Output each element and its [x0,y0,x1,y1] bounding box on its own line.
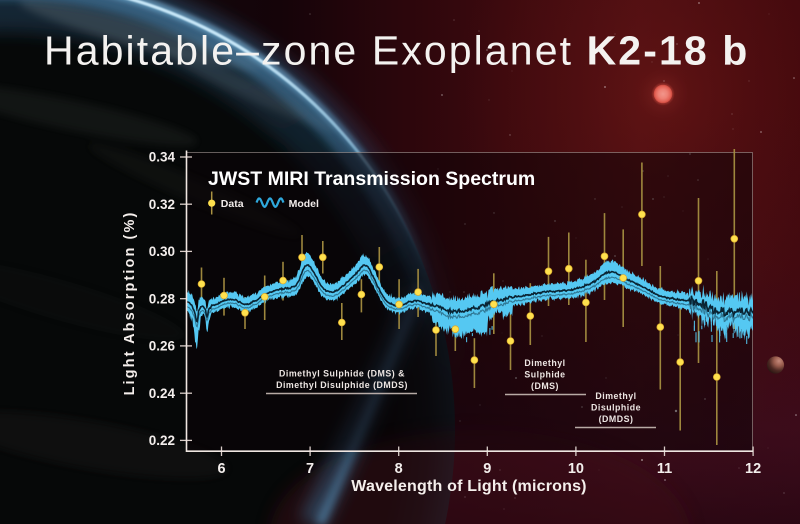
svg-text:Data: Data [221,198,244,210]
svg-text:Model: Model [289,198,319,210]
svg-text:7: 7 [306,461,314,477]
svg-text:(DMDS): (DMDS) [599,414,634,424]
svg-text:Light Absorption (%): Light Absorption (%) [122,211,138,396]
svg-text:0.22: 0.22 [149,433,175,448]
svg-text:Disulphide: Disulphide [591,403,641,413]
svg-text:0.32: 0.32 [149,197,175,212]
svg-text:Dimethyl Sulphide (DMS) &: Dimethyl Sulphide (DMS) & [279,369,405,379]
svg-text:6: 6 [217,461,225,477]
svg-text:0.28: 0.28 [149,291,176,306]
svg-text:Dimethyl Disulphide (DMDS): Dimethyl Disulphide (DMDS) [276,380,408,390]
svg-text:(DMS): (DMS) [531,381,559,391]
svg-text:Wavelength of Light (microns): Wavelength of Light (microns) [351,478,586,495]
svg-text:10: 10 [568,461,584,477]
svg-text:12: 12 [745,461,761,477]
svg-text:0.24: 0.24 [149,386,176,401]
svg-text:JWST MIRI Transmission Spectru: JWST MIRI Transmission Spectrum [208,168,535,190]
svg-text:Dimethyl: Dimethyl [524,358,565,368]
svg-text:11: 11 [657,461,672,477]
svg-text:0.34: 0.34 [149,150,176,165]
svg-text:9: 9 [483,461,491,477]
svg-text:Sulphide: Sulphide [524,370,565,380]
svg-text:0.30: 0.30 [149,244,175,259]
svg-text:Dimethyl: Dimethyl [595,391,636,401]
svg-text:Habitable–zone Exoplanet K2-18: Habitable–zone Exoplanet K2-18 b [44,28,749,74]
svg-text:0.26: 0.26 [149,339,176,354]
svg-text:8: 8 [395,461,403,477]
